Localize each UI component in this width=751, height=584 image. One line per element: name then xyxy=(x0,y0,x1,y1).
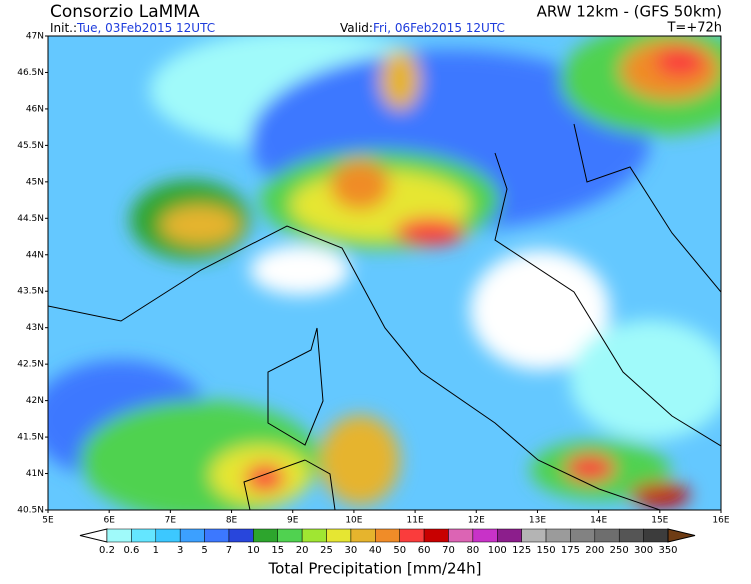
x-tick-label: 10E xyxy=(345,516,362,526)
init: Init.:Tue, 03Feb2015 12UTC xyxy=(50,21,215,35)
colorbar-box xyxy=(618,528,644,543)
colorbar-label: 175 xyxy=(561,545,580,556)
map-frame xyxy=(47,35,722,511)
colorbar: 0.2 0.6 1 3 5 7 10 15 20 25 30 40 50 60 70 80 100 125 150 1… xyxy=(79,528,696,556)
y-tick-label: 42N xyxy=(26,396,44,406)
x-tick-label: 5E xyxy=(42,516,54,526)
colorbar-box xyxy=(375,528,400,543)
colorbar-label: 3 xyxy=(177,545,183,556)
colorbar-box xyxy=(448,528,474,543)
x-tick-label: 12E xyxy=(468,516,485,526)
colorbar-label: 30 xyxy=(345,545,358,556)
init-label: Init.: xyxy=(50,21,77,35)
colorbar-box xyxy=(228,528,254,543)
y-tick-label: 40.5N xyxy=(17,506,44,516)
x-tick-label: 8E xyxy=(226,516,238,526)
x-tick-label: 13E xyxy=(529,516,546,526)
y-tick-label: 45.5N xyxy=(17,141,44,151)
colorbar-label: 15 xyxy=(271,545,284,556)
precip-field xyxy=(48,36,721,510)
y-tick-label: 46N xyxy=(26,104,44,114)
colorbar-label: 25 xyxy=(320,545,333,556)
colorbar-box xyxy=(472,528,498,543)
y-tick-label: 43.5N xyxy=(17,287,44,297)
y-tick-label: 41N xyxy=(26,469,44,479)
x-tick-label: 7E xyxy=(165,516,177,526)
colorbar-box xyxy=(253,528,278,543)
colorbar-box xyxy=(155,528,181,543)
lead-time: T=+72h xyxy=(666,21,722,36)
valid-value: Fri, 06Feb2015 12UTC xyxy=(373,21,505,35)
valid: Valid:Fri, 06Feb2015 12UTC xyxy=(340,21,505,35)
colorbar-box xyxy=(350,528,376,543)
colorbar-box xyxy=(106,528,132,543)
colorbar-label: 150 xyxy=(536,545,555,556)
colorbar-label: 0.2 xyxy=(99,545,115,556)
colorbar-label: 60 xyxy=(418,545,431,556)
colorbar-box xyxy=(399,528,425,543)
y-tick-label: 42.5N xyxy=(17,360,44,370)
colorbar-label: 250 xyxy=(610,545,629,556)
colorbar-box xyxy=(179,528,205,543)
valid-label: Valid: xyxy=(340,21,373,35)
model: ARW 12km - (GFS 50km) xyxy=(537,3,722,21)
colorbar-title: Total Precipitation [mm/24h] xyxy=(268,560,482,578)
colorbar-label: 70 xyxy=(442,545,455,556)
colorbar-box xyxy=(570,528,596,543)
colorbar-label: 0.6 xyxy=(123,545,139,556)
colorbar-box xyxy=(497,528,522,543)
colorbar-label: 20 xyxy=(296,545,309,556)
coastlines xyxy=(48,123,721,510)
y-tick-label: 45N xyxy=(26,177,44,187)
colorbar-box xyxy=(131,528,157,543)
colorbar-box xyxy=(521,528,547,543)
colorbar-label: 350 xyxy=(658,545,677,556)
colorbar-label: 300 xyxy=(634,545,653,556)
y-tick-label: 46.5N xyxy=(17,68,44,78)
y-tick-label: 47N xyxy=(26,32,44,42)
colorbar-label: 10 xyxy=(247,545,260,556)
colorbar-label: 5 xyxy=(201,545,207,556)
title: Consorzio LaMMA xyxy=(50,2,200,22)
x-tick-label: 11E xyxy=(407,516,424,526)
colorbar-box xyxy=(277,528,303,543)
colorbar-label: 100 xyxy=(488,545,507,556)
init-value: Tue, 03Feb2015 12UTC xyxy=(76,21,215,35)
colorbar-box xyxy=(301,528,327,543)
colorbar-box xyxy=(643,528,669,543)
colorbar-label: 40 xyxy=(369,545,382,556)
colorbar-box xyxy=(594,528,620,543)
x-tick-label: 15E xyxy=(651,516,668,526)
colorbar-label: 80 xyxy=(467,545,480,556)
colorbar-box xyxy=(545,528,571,543)
y-tick-label: 41.5N xyxy=(17,433,44,443)
x-tick-label: 6E xyxy=(103,516,115,526)
y-tick-label: 43N xyxy=(26,323,44,333)
colorbar-box xyxy=(423,528,449,543)
y-tick-label: 44.5N xyxy=(17,214,44,224)
colorbar-label: 7 xyxy=(226,545,232,556)
colorbar-label: 200 xyxy=(585,545,604,556)
colorbar-label: 125 xyxy=(512,545,531,556)
colorbar-label: 50 xyxy=(393,545,406,556)
colorbar-label: 1 xyxy=(153,545,159,556)
colorbar-box xyxy=(204,528,230,543)
map xyxy=(48,36,721,510)
x-tick-label: 14E xyxy=(590,516,607,526)
colorbar-arrow-left xyxy=(79,528,108,543)
y-tick-label: 44N xyxy=(26,250,44,260)
x-tick-label: 9E xyxy=(287,516,299,526)
ticks: 47N 46.5N 46N 45.5N 45N 44.5N 44N 43.5N 43N 42.5N… xyxy=(17,32,730,526)
colorbar-arrow-right xyxy=(667,528,696,543)
x-tick-label: 16E xyxy=(712,516,729,526)
colorbar-box xyxy=(326,528,352,543)
